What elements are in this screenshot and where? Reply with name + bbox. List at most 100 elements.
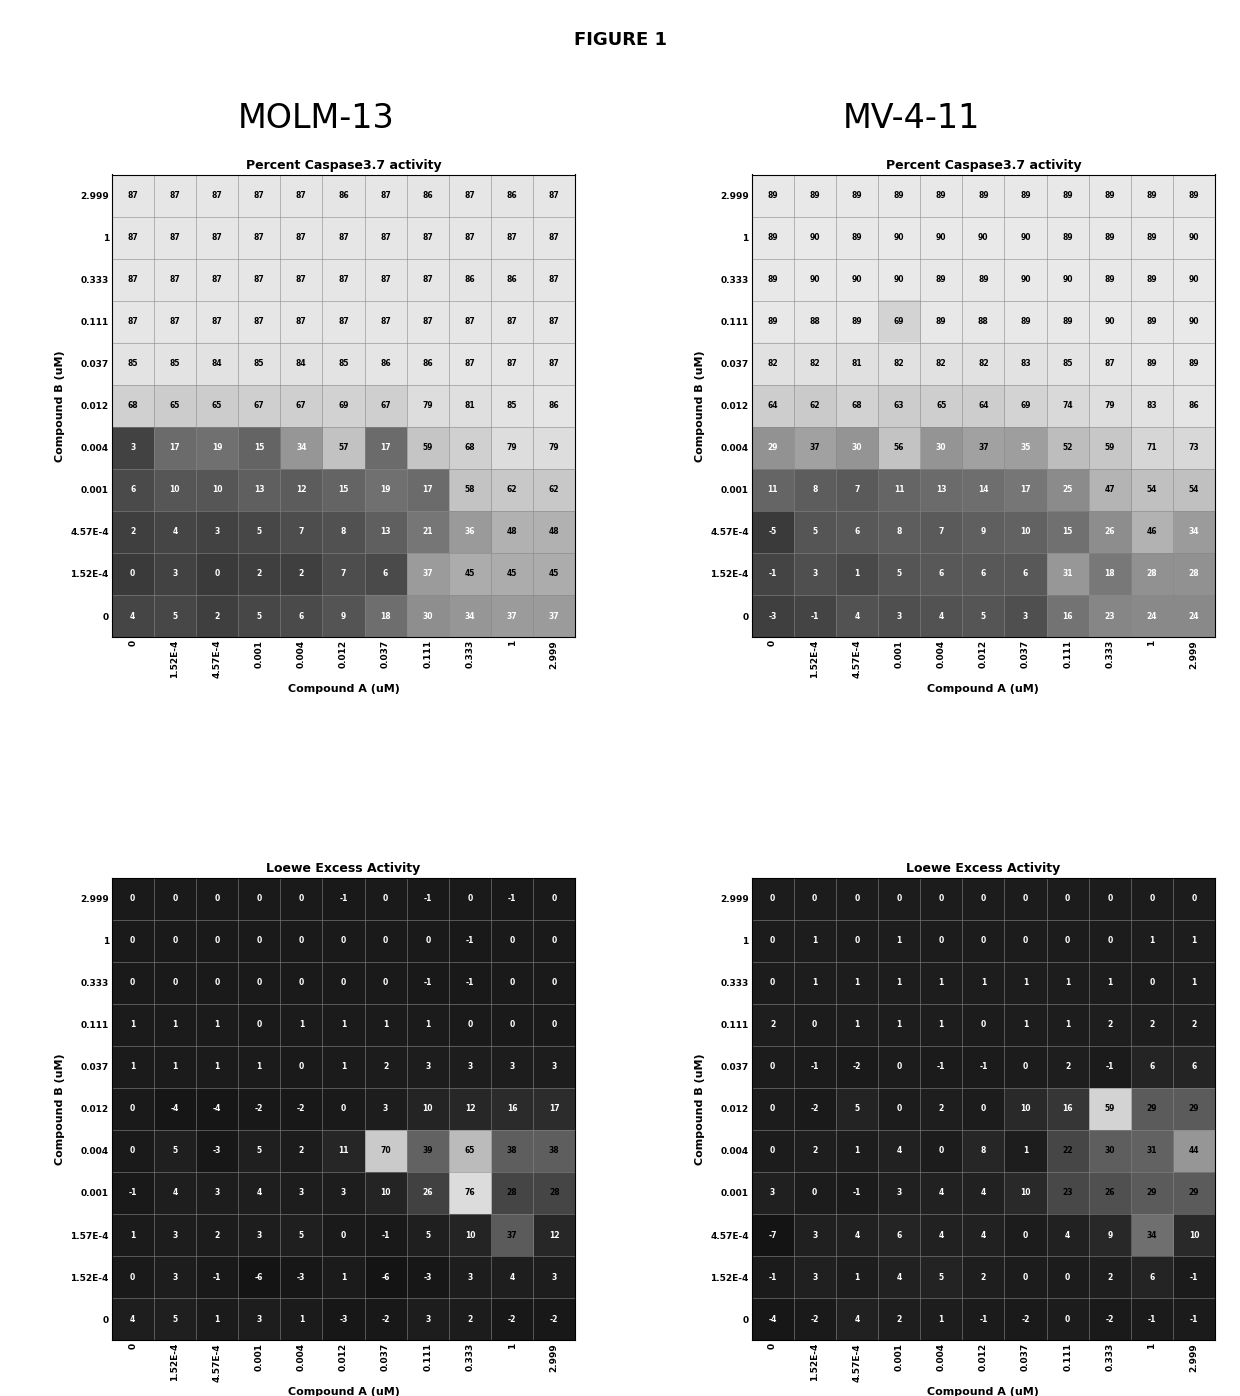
Text: 87: 87 <box>507 359 517 369</box>
Text: 58: 58 <box>465 486 475 494</box>
Text: 57: 57 <box>339 444 348 452</box>
Text: 89: 89 <box>1105 233 1115 242</box>
Text: 2: 2 <box>130 528 135 536</box>
Text: 29: 29 <box>1189 1188 1199 1198</box>
Text: 1: 1 <box>1023 1146 1028 1156</box>
Text: 4: 4 <box>897 1273 901 1282</box>
Text: -1: -1 <box>382 1230 389 1240</box>
Text: 1: 1 <box>854 1146 859 1156</box>
Text: 10: 10 <box>423 1104 433 1114</box>
Title: Percent Caspase3.7 activity: Percent Caspase3.7 activity <box>246 159 441 172</box>
Text: 1: 1 <box>383 1020 388 1029</box>
Text: 89: 89 <box>978 275 988 285</box>
Text: 2: 2 <box>770 1020 775 1029</box>
Text: 90: 90 <box>936 233 946 242</box>
Text: 87: 87 <box>170 233 180 242</box>
Text: 90: 90 <box>810 233 820 242</box>
Text: 87: 87 <box>170 317 180 327</box>
Text: 0: 0 <box>172 893 177 903</box>
Text: 67: 67 <box>296 401 306 410</box>
Text: 31: 31 <box>1147 1146 1157 1156</box>
Text: 87: 87 <box>465 359 475 369</box>
Text: -1: -1 <box>213 1273 221 1282</box>
Text: -2: -2 <box>298 1104 305 1114</box>
Text: 89: 89 <box>1063 317 1073 327</box>
Text: 3: 3 <box>257 1230 262 1240</box>
Text: 85: 85 <box>254 359 264 369</box>
Text: 15: 15 <box>1063 528 1073 536</box>
Text: 87: 87 <box>212 275 222 285</box>
Text: 87: 87 <box>381 275 391 285</box>
Text: 59: 59 <box>1105 444 1115 452</box>
Text: 65: 65 <box>936 401 946 410</box>
Text: 76: 76 <box>465 1188 475 1198</box>
Text: 11: 11 <box>894 486 904 494</box>
Text: 1: 1 <box>172 1062 177 1071</box>
Text: 28: 28 <box>507 1188 517 1198</box>
Text: 0: 0 <box>552 893 557 903</box>
Text: 37: 37 <box>507 1230 517 1240</box>
Text: 0: 0 <box>467 893 472 903</box>
Text: 0: 0 <box>425 937 430 945</box>
Text: 69: 69 <box>1021 401 1030 410</box>
Text: 5: 5 <box>172 1146 177 1156</box>
Text: 87: 87 <box>339 275 348 285</box>
Text: 34: 34 <box>1189 528 1199 536</box>
Title: Loewe Excess Activity: Loewe Excess Activity <box>906 863 1060 875</box>
Text: -1: -1 <box>424 893 432 903</box>
Text: 24: 24 <box>1189 611 1199 621</box>
Text: 4: 4 <box>172 1188 177 1198</box>
Text: 8: 8 <box>897 528 901 536</box>
Text: 62: 62 <box>507 486 517 494</box>
Text: 0: 0 <box>130 893 135 903</box>
Text: 1: 1 <box>299 1020 304 1029</box>
Text: 3: 3 <box>1023 611 1028 621</box>
Text: -1: -1 <box>980 1062 987 1071</box>
Text: 87: 87 <box>339 317 348 327</box>
Text: -1: -1 <box>424 979 432 987</box>
Text: 29: 29 <box>1147 1104 1157 1114</box>
Text: 3: 3 <box>172 1273 177 1282</box>
Text: -1: -1 <box>1106 1062 1114 1071</box>
Text: 3: 3 <box>467 1273 472 1282</box>
Text: 87: 87 <box>423 275 433 285</box>
Text: 90: 90 <box>1189 233 1199 242</box>
Text: 87: 87 <box>254 233 264 242</box>
Text: 90: 90 <box>1021 233 1030 242</box>
Text: 2: 2 <box>1107 1020 1112 1029</box>
Text: 25: 25 <box>1063 486 1073 494</box>
Text: 1: 1 <box>981 979 986 987</box>
Text: 87: 87 <box>549 191 559 200</box>
Text: 3: 3 <box>812 1230 817 1240</box>
Text: 81: 81 <box>852 359 862 369</box>
Text: 0: 0 <box>770 979 775 987</box>
Text: 2: 2 <box>215 611 219 621</box>
Text: 90: 90 <box>978 233 988 242</box>
Text: 4: 4 <box>854 1230 859 1240</box>
Text: -1: -1 <box>811 1062 818 1071</box>
Text: 6: 6 <box>1149 1273 1154 1282</box>
Text: 85: 85 <box>128 359 138 369</box>
Text: 89: 89 <box>852 191 862 200</box>
Text: 2: 2 <box>257 570 262 578</box>
Text: 89: 89 <box>852 233 862 242</box>
Text: 87: 87 <box>212 317 222 327</box>
Text: 3: 3 <box>770 1188 775 1198</box>
Text: 3: 3 <box>467 1062 472 1071</box>
Text: 89: 89 <box>1105 275 1115 285</box>
Text: 6: 6 <box>299 611 304 621</box>
Text: 2: 2 <box>1065 1062 1070 1071</box>
Text: 28: 28 <box>1147 570 1157 578</box>
Text: 45: 45 <box>549 570 559 578</box>
Text: 24: 24 <box>1147 611 1157 621</box>
Text: 18: 18 <box>1105 570 1115 578</box>
Text: -7: -7 <box>769 1230 776 1240</box>
Text: 74: 74 <box>1063 401 1073 410</box>
Text: 37: 37 <box>549 611 559 621</box>
Text: -2: -2 <box>811 1104 818 1114</box>
Text: 1: 1 <box>1065 979 1070 987</box>
Text: 87: 87 <box>549 275 559 285</box>
Text: 0: 0 <box>257 893 262 903</box>
Text: 26: 26 <box>1105 1188 1115 1198</box>
Text: 82: 82 <box>810 359 820 369</box>
